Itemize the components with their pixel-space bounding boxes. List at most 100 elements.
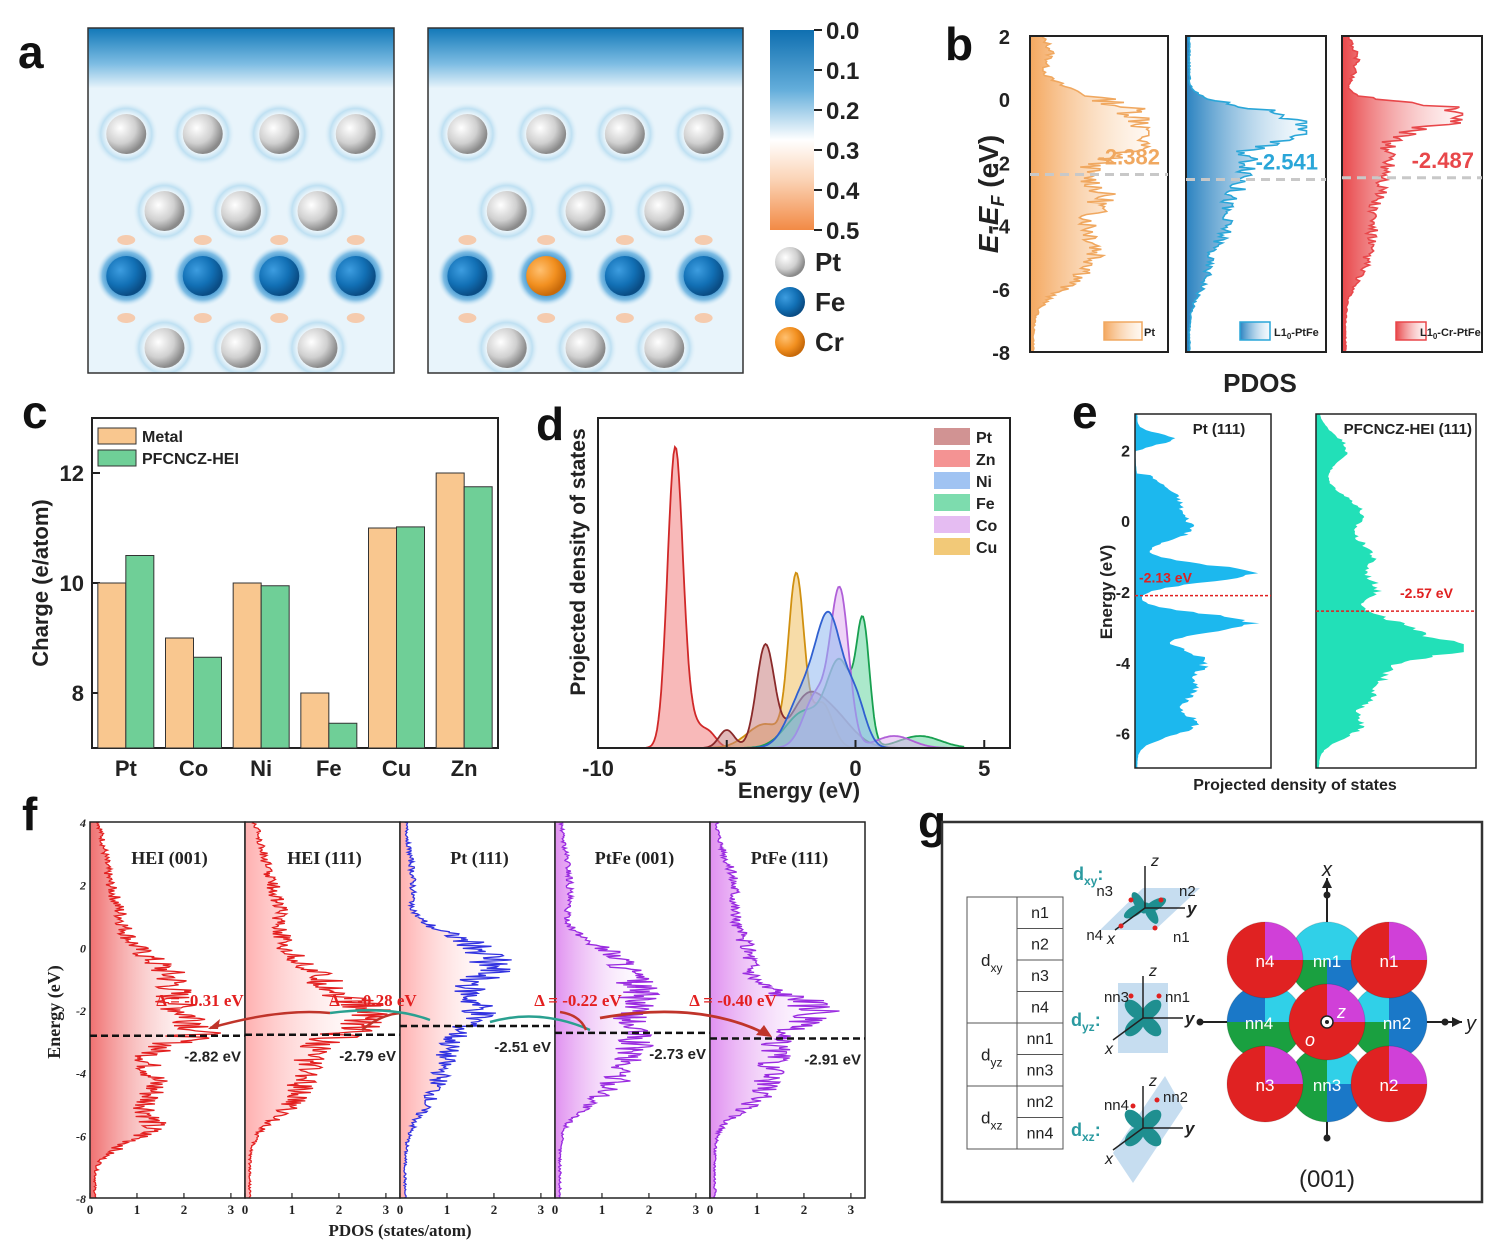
pt-atom xyxy=(604,114,645,154)
y-tick-label: 2 xyxy=(1121,443,1130,460)
lattice-site-label: nn4 xyxy=(1245,1014,1273,1033)
series-title: Pt (111) xyxy=(450,848,509,869)
legend-swatch xyxy=(934,450,970,467)
y-tick-label: -4 xyxy=(1116,656,1130,673)
site-dot xyxy=(1118,923,1124,929)
charge-accumulation xyxy=(537,313,556,323)
x-axis-label: PDOS xyxy=(1223,368,1297,398)
atom-quadrant xyxy=(1327,1022,1365,1060)
site-label: nn3 xyxy=(1104,989,1129,1006)
panel-label-f: f xyxy=(22,788,38,840)
colorbar-tick-label: 0.1 xyxy=(826,58,859,85)
series-title: PFCNCZ-HEI (111) xyxy=(1344,421,1472,438)
x-tick-label: 2 xyxy=(646,1202,653,1217)
plot-frame xyxy=(1134,413,1272,769)
x-tick-label: 3 xyxy=(848,1202,855,1217)
atom-quadrant xyxy=(1227,1046,1265,1084)
bar-hei-cu xyxy=(396,526,425,749)
table-cell-label: nn4 xyxy=(1027,1126,1054,1143)
pdos-fill xyxy=(1316,414,1464,768)
lattice-label-z: z xyxy=(1336,1002,1346,1022)
link-teal-1 xyxy=(329,1008,431,1022)
charge-accumulation xyxy=(615,313,634,323)
x-tick-label: Pt xyxy=(115,756,138,781)
series-title: HEI (111) xyxy=(287,848,362,869)
pt-atom xyxy=(221,191,261,231)
site-label: nn2 xyxy=(1163,1089,1188,1106)
atom-quadrant xyxy=(1265,1046,1303,1084)
legend-label: Cu xyxy=(976,540,997,557)
legend-label-pt: Pt xyxy=(815,247,841,277)
pdos-l10-ptfe: -2.541 L10-PtFe xyxy=(1185,35,1327,353)
pdos-fill xyxy=(1030,36,1149,352)
bar-metal-ni xyxy=(232,582,262,749)
y-tick-label: -6 xyxy=(1116,727,1130,744)
atom-quadrant xyxy=(1351,960,1389,998)
pdos-fill xyxy=(710,822,840,1198)
site-dot xyxy=(1158,897,1164,903)
panel-label-e: e xyxy=(1072,386,1098,438)
bar-hei-pt xyxy=(125,555,155,749)
orbital-lobe xyxy=(1141,1109,1162,1130)
pt-atom xyxy=(144,328,185,368)
pdos-curve xyxy=(402,821,512,1199)
legend-label-fe: Fe xyxy=(815,287,845,317)
atom-quadrant xyxy=(1327,984,1365,1022)
charge-accumulation xyxy=(694,235,713,245)
y-axis-label: Projected density of states xyxy=(567,428,590,695)
fe-atom xyxy=(335,256,376,296)
x-tick-label: 1 xyxy=(134,1202,141,1217)
atom-quadrant xyxy=(1265,960,1303,998)
surface-band xyxy=(428,28,743,88)
panel-label-b: b xyxy=(945,18,973,70)
delta-annotation: Δ = -0.28 eV xyxy=(329,991,417,1010)
axis-x xyxy=(1112,1017,1144,1041)
bar-metal-cu xyxy=(368,527,397,749)
x-tick-label: 0 xyxy=(87,1202,94,1217)
lattice-site-label: n2 xyxy=(1380,1076,1399,1095)
pdos-curve xyxy=(1343,35,1464,353)
legend-swatch xyxy=(97,427,137,445)
d-band-center-label: -2.13 eV xyxy=(1139,570,1193,586)
pt-atom xyxy=(526,114,567,154)
charge-accumulation xyxy=(458,235,477,245)
orbital-lobe xyxy=(1141,999,1162,1020)
x-tick-label: 1 xyxy=(754,1202,761,1217)
pdos-pt-111: -2.13 eV Pt (111) xyxy=(1134,413,1272,769)
plot-frame xyxy=(1185,35,1327,353)
y-tick-label: 10 xyxy=(60,571,84,596)
legend-swatch xyxy=(934,516,970,533)
atom-quadrant xyxy=(1265,922,1303,960)
d-band-center-label: -2.541 xyxy=(1256,149,1318,174)
map-content xyxy=(428,28,743,373)
panel-f: 4 2 0 -2 -4 -6 -8 Energy (eV) PDOS (states/atom)… xyxy=(44,816,866,1240)
lattice-site-label: nn1 xyxy=(1313,952,1341,971)
pt-atom xyxy=(644,191,685,231)
plot-frame xyxy=(1341,35,1483,353)
axis-point xyxy=(1323,891,1331,899)
site-dot xyxy=(1128,993,1134,999)
pt-atom xyxy=(106,114,147,154)
pt-atom xyxy=(486,328,527,368)
d-band-center-label: -2.73 eV xyxy=(649,1046,706,1063)
x-tick-label: 2 xyxy=(491,1202,498,1217)
x-tick-label: 0 xyxy=(707,1202,714,1217)
y-tick-label: -2 xyxy=(76,1004,86,1018)
pdos-fill xyxy=(400,822,512,1198)
pt-atom xyxy=(259,114,300,154)
lattice-caption: (001) xyxy=(1299,1166,1355,1193)
orbital-lobe xyxy=(1124,1109,1145,1130)
arrowhead xyxy=(208,1019,220,1029)
x-tick-label: 0 xyxy=(242,1202,249,1217)
delta-annotation: Δ = -0.22 eV xyxy=(534,991,622,1010)
pt-atom xyxy=(683,114,724,154)
bar-metal-co xyxy=(165,637,194,749)
x-tick-label: 5 xyxy=(978,756,990,781)
x-tick-label: 0 xyxy=(397,1202,404,1217)
y-axis-label: Charge (e/atom) xyxy=(28,499,53,666)
axis-x xyxy=(1112,1127,1144,1151)
lattice-label-o: o xyxy=(1305,1030,1315,1050)
charge-accumulation xyxy=(346,313,365,323)
orbital-lobe xyxy=(1141,1126,1162,1147)
axis-label-x: x xyxy=(1106,931,1116,948)
